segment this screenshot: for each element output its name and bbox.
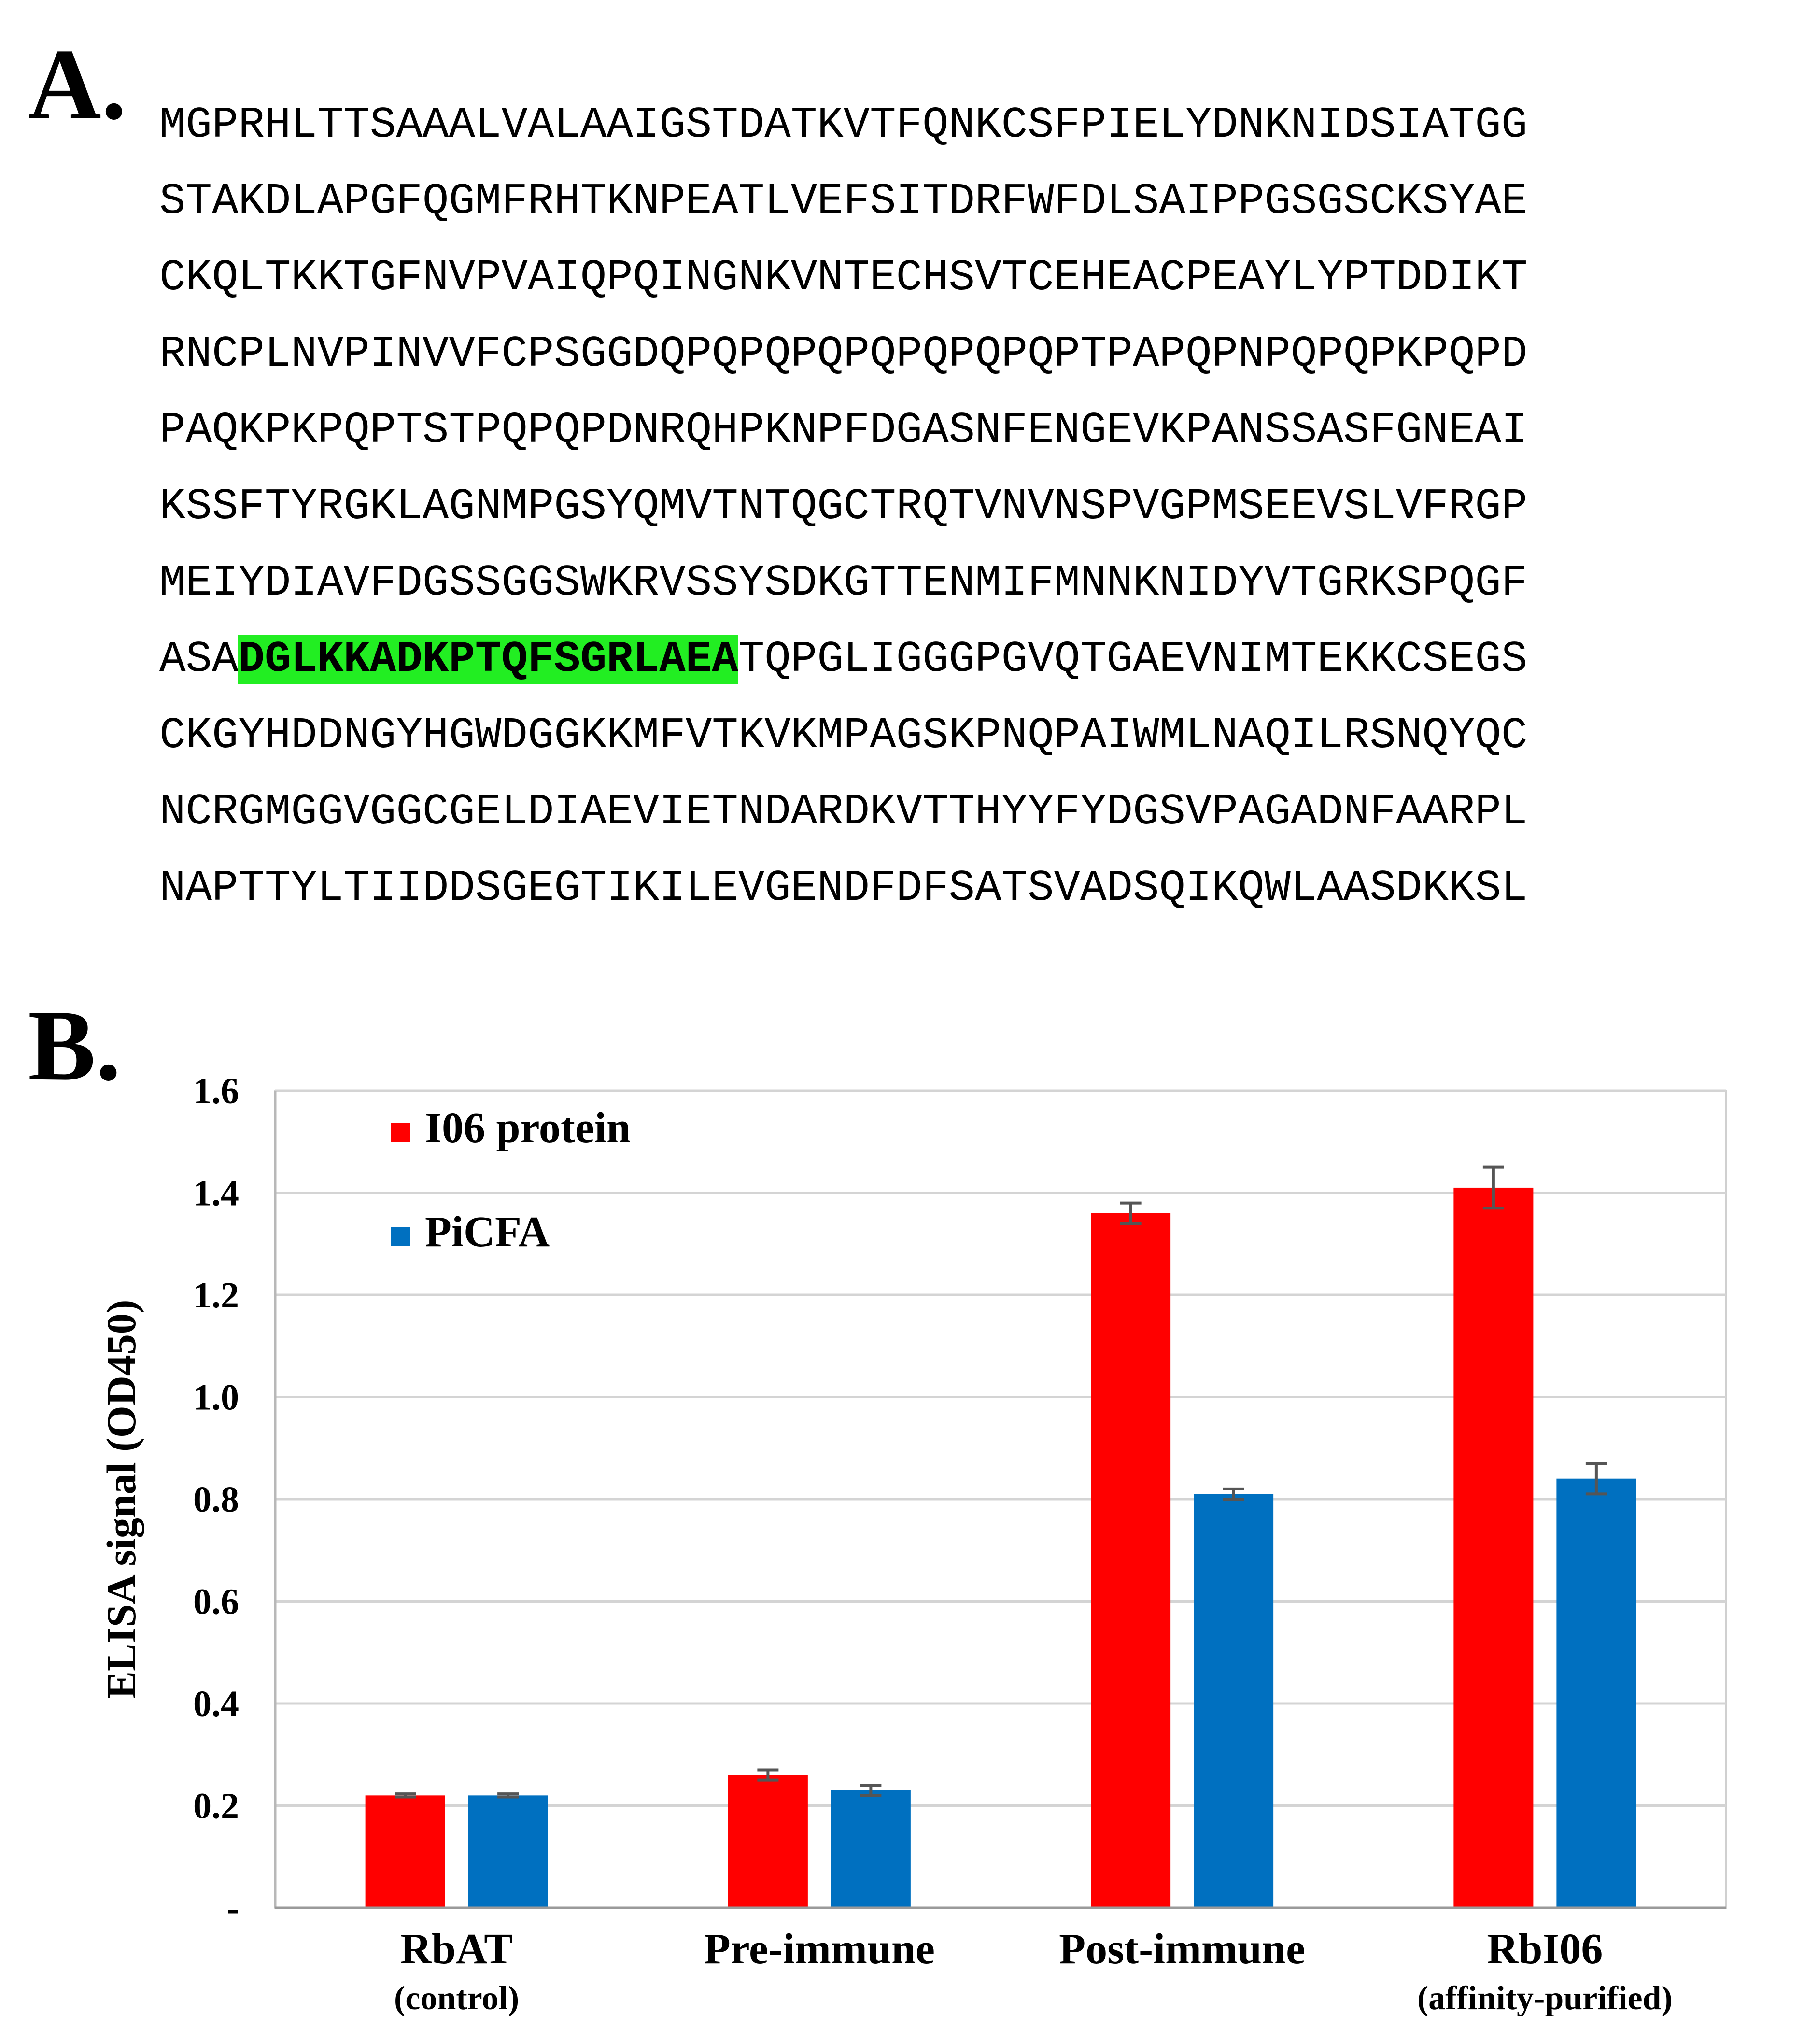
sequence-line: ASADGLKKADKPTQFSGRLAEATQPGLIGGGPGVQTGAEV…	[159, 633, 1767, 710]
x-category-label: RbAT	[400, 1925, 513, 1973]
legend-swatch	[391, 1123, 410, 1142]
sequence-text: RNCPLNVPINVVFCPSGGDQPQPQPQPQPQPQPQPTPAPQ…	[159, 329, 1528, 379]
bar	[365, 1795, 445, 1908]
x-category-label: Pre-immune	[704, 1925, 935, 1973]
sequence-line: NAPTTYLTIIDDSGEGTIKILEVGENDFDFSATSVADSQI…	[159, 862, 1767, 938]
bar	[1194, 1494, 1274, 1908]
y-tick-label: 0.4	[193, 1684, 239, 1724]
protein-sequence: MGPRHLTTSAAALVALAAIGSTDATKVTFQNKCSFPIELY…	[159, 99, 1767, 938]
sequence-line: STAKDLAPGFQGMFRHTKNPEATLVEFSITDRFWFDLSAI…	[159, 175, 1767, 252]
sequence-line: MGPRHLTTSAAALVALAAIGSTDATKVTFQNKCSFPIELY…	[159, 99, 1767, 175]
y-tick-label: 1.6	[193, 1071, 239, 1111]
sequence-line: PAQKPKPQPTSTPQPQPDNRQHPKNPFDGASNFENGEVKP…	[159, 404, 1767, 481]
chart-axes	[274, 1091, 1726, 1909]
highlighted-peptide: DGLKKADKPTQFSGRLAEA	[238, 635, 738, 684]
bar	[728, 1775, 808, 1908]
sequence-line: NCRGMGGVGGCGELDIAEVIETNDARDKVTTHYYFYDGSV…	[159, 786, 1767, 862]
sequence-text: NAPTTYLTIIDDSGEGTIKILEVGENDFDFSATSVADSQI…	[159, 864, 1528, 913]
y-axis-title: ELISA signal (OD450)	[98, 1300, 144, 1699]
sequence-text: STAKDLAPGFQGMFRHTKNPEATLVEFSITDRFWFDLSAI…	[159, 177, 1528, 227]
legend-label: I06 protein	[425, 1104, 631, 1152]
sequence-line: RNCPLNVPINVVFCPSGGDQPQPQPQPQPQPQPQPTPAPQ…	[159, 328, 1767, 404]
sequence-line: MEIYDIAVFDGSSGGSWKRVSSYSDKGTTENMIFMNNKNI…	[159, 557, 1767, 633]
x-category-sublabel: (control)	[394, 1980, 519, 2017]
y-tick-label: 0.6	[193, 1582, 239, 1622]
sequence-text: TQPGLIGGGPGVQTGAEVNIMTEKKCSEGS	[738, 635, 1528, 684]
y-tick-label: 1.0	[193, 1377, 239, 1418]
sequence-line: KSSFTYRGKLAGNMPGSYQMVTNTQGCTRQTVNVNSPVGP…	[159, 481, 1767, 557]
legend-label: PiCFA	[425, 1208, 550, 1256]
y-tick-label: -	[227, 1888, 239, 1929]
bar	[1453, 1187, 1534, 1908]
sequence-text: MGPRHLTTSAAALVALAAIGSTDATKVTFQNKCSFPIELY…	[159, 100, 1528, 150]
panel-b-label: B.	[28, 990, 121, 1102]
sequence-text: CKGYHDDNGYHGWDGGKKMFVTKVKMPAGSKPNQPAIWML…	[159, 711, 1528, 761]
x-category-label: Post-immune	[1059, 1925, 1305, 1973]
x-category-label: RbI06	[1487, 1925, 1603, 1973]
sequence-text: MEIYDIAVFDGSSGGSWKRVSSYSDKGTTENMIFMNNKNI…	[159, 558, 1528, 608]
bar	[468, 1795, 548, 1908]
y-tick-label: 1.2	[193, 1275, 239, 1316]
bar	[831, 1790, 911, 1908]
y-tick-label: 0.8	[193, 1479, 239, 1520]
sequence-text: KSSFTYRGKLAGNMPGSYQMVTNTQGCTRQTVNVNSPVGP…	[159, 482, 1528, 532]
sequence-text: PAQKPKPQPTSTPQPQPDNRQHPKNPFDGASNFENGEVKP…	[159, 406, 1528, 455]
sequence-text: CKQLTKKTGFNVPVAIQPQINGNKVNTECHSVTCEHEACP…	[159, 253, 1528, 303]
bar	[1556, 1478, 1636, 1908]
panel-a-label: A.	[28, 28, 127, 141]
sequence-line: CKGYHDDNGYHGWDGGKKMFVTKVKMPAGSKPNQPAIWML…	[159, 710, 1767, 786]
y-tick-label: 1.4	[193, 1173, 239, 1214]
chart-labels: - 0.2 0.4 0.6 0.8 1.0 1.2 1.4 1.6 RbAT (control) Pr…	[98, 1071, 1673, 2017]
x-category-sublabel: (affinity-purified)	[1417, 1980, 1673, 2017]
sequence-text: ASA	[159, 635, 239, 684]
chart-legend: I06 protein PiCFA	[391, 1104, 631, 1256]
sequence-line: CKQLTKKTGFNVPVAIQPQINGNKVNTECHSVTCEHEACP…	[159, 252, 1767, 328]
y-tick-label: 0.2	[193, 1786, 239, 1827]
sequence-text: NCRGMGGVGGCGELDIAEVIETNDARDKVTTHYYFYDGSV…	[159, 787, 1528, 837]
chart-bars	[365, 1165, 1636, 1908]
bar	[1091, 1213, 1171, 1908]
legend-swatch	[391, 1227, 410, 1246]
